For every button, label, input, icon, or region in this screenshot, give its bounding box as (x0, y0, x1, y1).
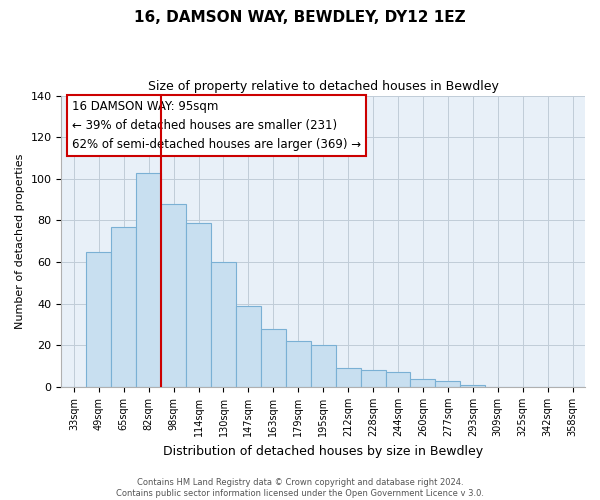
Bar (335, 368, 361, 387)
Text: 16, DAMSON WAY, BEWDLEY, DY12 1EZ: 16, DAMSON WAY, BEWDLEY, DY12 1EZ (134, 10, 466, 25)
Bar (436, 380, 460, 387)
Bar (460, 385, 485, 387)
Bar (161, 204, 186, 387)
Bar (361, 370, 386, 387)
Bar (386, 372, 410, 387)
Bar (236, 306, 261, 387)
Y-axis label: Number of detached properties: Number of detached properties (15, 154, 25, 329)
X-axis label: Distribution of detached houses by size in Bewdley: Distribution of detached houses by size … (163, 444, 483, 458)
Bar (186, 222, 211, 387)
Bar (86, 252, 111, 387)
Bar (286, 341, 311, 387)
Bar (261, 328, 286, 387)
Text: Contains HM Land Registry data © Crown copyright and database right 2024.
Contai: Contains HM Land Registry data © Crown c… (116, 478, 484, 498)
Bar (111, 226, 136, 387)
Bar (410, 378, 436, 387)
Bar (211, 262, 236, 387)
Text: 16 DAMSON WAY: 95sqm
← 39% of detached houses are smaller (231)
62% of semi-deta: 16 DAMSON WAY: 95sqm ← 39% of detached h… (72, 100, 361, 151)
Title: Size of property relative to detached houses in Bewdley: Size of property relative to detached ho… (148, 80, 499, 93)
Bar (311, 346, 335, 387)
Bar (136, 172, 161, 387)
